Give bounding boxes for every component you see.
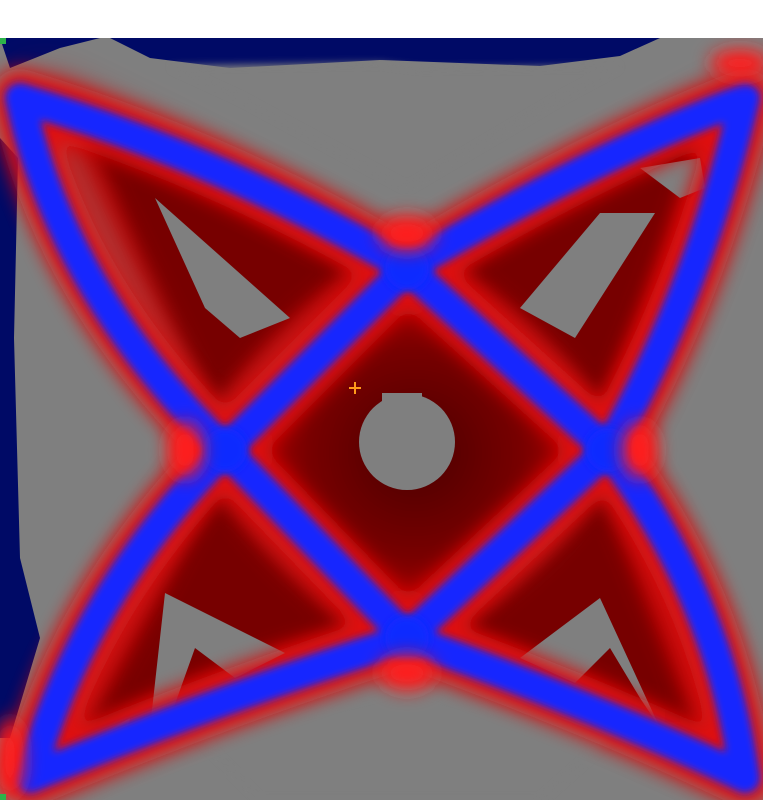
red-hotspots: [0, 49, 763, 798]
blue-ridges: [5, 83, 760, 793]
top-void: [170, 63, 620, 188]
corner-marker-bottom: [0, 794, 6, 800]
bottom-void: [200, 688, 610, 800]
corner-marker-top: [0, 38, 6, 44]
top-bar: [0, 0, 763, 38]
field-viewport[interactable]: [0, 38, 763, 800]
junction-nodes: [203, 246, 630, 660]
field-visualization[interactable]: [0, 38, 763, 800]
